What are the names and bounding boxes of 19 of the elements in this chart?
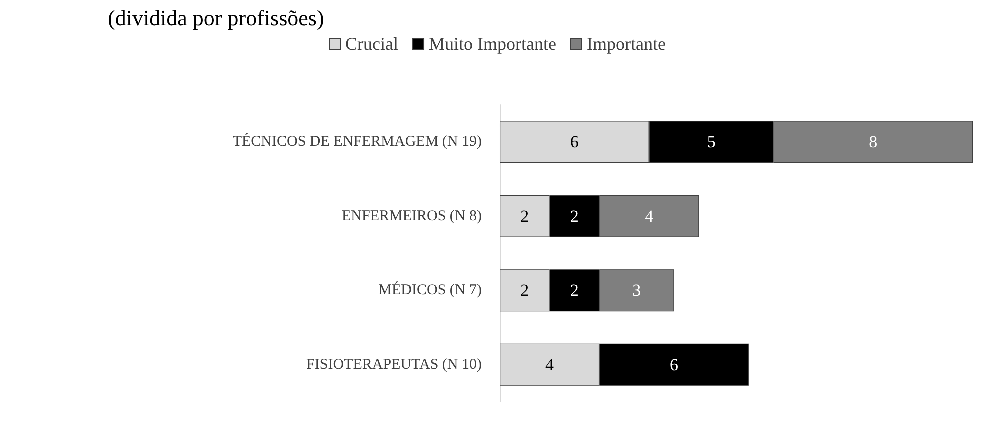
data-label: 5 (707, 132, 716, 152)
data-label: 6 (570, 132, 579, 152)
data-label: 2 (520, 206, 530, 226)
text: (dividida por profissões) (108, 6, 324, 30)
data-label: 2 (570, 281, 579, 300)
legend-label: Muito Importante (429, 34, 557, 54)
data-label: 8 (869, 132, 878, 152)
data-label: 4 (645, 206, 654, 226)
y-tick-label: TÉCNICOS DE ENFERMAGEM (N 19) (232, 133, 482, 150)
data-label: 4 (546, 355, 555, 374)
y-tick-label: FISIOTERAPEUTAS (N 10) (306, 356, 482, 373)
y-tick-label: ENFERMEIROS (N 8) (342, 208, 482, 224)
data-label: 2 (570, 206, 579, 226)
y-tick-label: MÉDICOS (N 7) (378, 282, 482, 299)
legend-label: Importante (586, 34, 666, 54)
data-label: 2 (520, 281, 530, 300)
data-label: 6 (670, 355, 679, 374)
data-label: 3 (632, 281, 642, 300)
legend-label: Crucial (346, 34, 399, 54)
